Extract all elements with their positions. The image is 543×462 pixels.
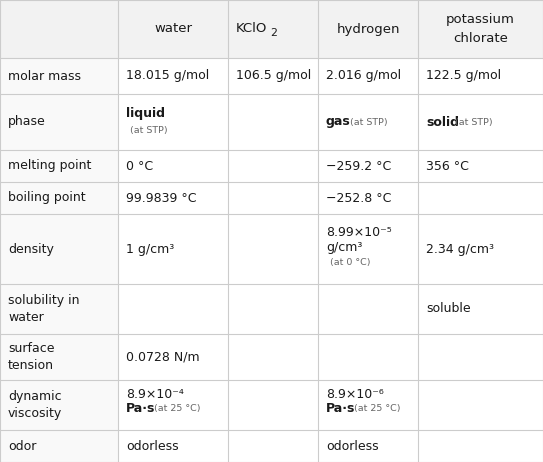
Bar (0, 380, 118, 430)
Text: density: density (8, 243, 54, 255)
Text: odorless: odorless (326, 439, 378, 452)
Text: 99.9839 °C: 99.9839 °C (126, 192, 197, 205)
Text: KClO: KClO (236, 23, 267, 36)
Text: 8.9×10⁻⁴: 8.9×10⁻⁴ (126, 389, 184, 401)
Text: Pa·s: Pa·s (326, 402, 355, 415)
Bar (0, 430, 118, 462)
Text: hydrogen: hydrogen (336, 23, 400, 36)
Bar (0, 284, 118, 334)
Bar (318, 0, 418, 58)
Text: solubility in
water: solubility in water (8, 294, 79, 324)
Text: boiling point: boiling point (8, 192, 86, 205)
Text: soluble: soluble (426, 303, 471, 316)
Text: odorless: odorless (126, 439, 179, 452)
Text: 0 °C: 0 °C (126, 159, 153, 172)
Text: 2.016 g/mol: 2.016 g/mol (326, 69, 401, 83)
Text: 0.0728 N/m: 0.0728 N/m (126, 351, 200, 364)
Text: surface
tension: surface tension (8, 342, 54, 372)
Bar (0, 182, 118, 214)
Text: (at 0 °C): (at 0 °C) (330, 257, 370, 267)
Text: liquid: liquid (126, 108, 165, 121)
Text: (at STP): (at STP) (130, 127, 168, 135)
Text: Pa·s: Pa·s (126, 402, 155, 415)
Text: 8.99×10⁻⁵: 8.99×10⁻⁵ (326, 226, 392, 239)
Text: 2.34 g/cm³: 2.34 g/cm³ (426, 243, 494, 255)
Text: 106.5 g/mol: 106.5 g/mol (236, 69, 311, 83)
Text: 2: 2 (270, 28, 277, 38)
Text: (at 25 °C): (at 25 °C) (354, 405, 401, 413)
Text: molar mass: molar mass (8, 69, 81, 83)
Text: 18.015 g/mol: 18.015 g/mol (126, 69, 209, 83)
Bar (118, 0, 228, 58)
Text: solid: solid (426, 116, 459, 128)
Text: phase: phase (8, 116, 46, 128)
Bar (0, 94, 118, 150)
Text: water: water (154, 23, 192, 36)
Text: g/cm³: g/cm³ (326, 241, 362, 254)
Text: odor: odor (8, 439, 36, 452)
Text: (at STP): (at STP) (455, 117, 493, 127)
Bar (0, 0, 118, 58)
Bar (228, 0, 318, 58)
Bar (0, 214, 118, 284)
Bar (0, 150, 118, 182)
Text: 8.9×10⁻⁶: 8.9×10⁻⁶ (326, 389, 384, 401)
Text: 356 °C: 356 °C (426, 159, 469, 172)
Text: 1 g/cm³: 1 g/cm³ (126, 243, 174, 255)
Bar (0, 334, 118, 380)
Text: (at STP): (at STP) (350, 117, 388, 127)
Text: potassium
chlorate: potassium chlorate (446, 13, 515, 44)
Bar (418, 0, 543, 58)
Text: (at 25 °C): (at 25 °C) (154, 405, 200, 413)
Text: 122.5 g/mol: 122.5 g/mol (426, 69, 501, 83)
Text: −259.2 °C: −259.2 °C (326, 159, 392, 172)
Text: dynamic
viscosity: dynamic viscosity (8, 390, 62, 420)
Bar (0, 58, 118, 94)
Text: melting point: melting point (8, 159, 91, 172)
Text: gas: gas (326, 116, 351, 128)
Text: −252.8 °C: −252.8 °C (326, 192, 392, 205)
